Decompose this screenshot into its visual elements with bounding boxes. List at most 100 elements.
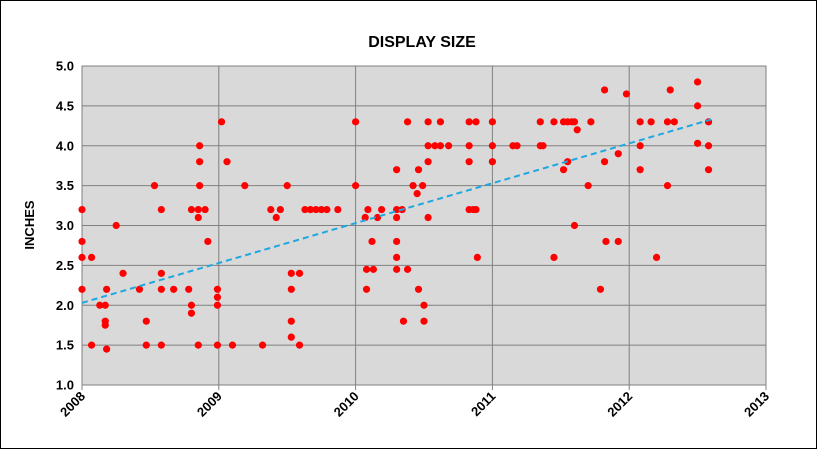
data-point [647,118,654,125]
y-tick-label: 2.5 [56,258,74,273]
data-point [363,266,370,273]
data-point [158,342,165,349]
data-point [664,182,671,189]
data-point [188,310,195,317]
data-point [78,286,85,293]
data-point [378,206,385,213]
data-point [88,342,95,349]
data-point [393,166,400,173]
y-tick-label: 5.0 [56,59,74,74]
data-point [601,158,608,165]
data-point [601,86,608,93]
data-point [694,102,701,109]
data-point [288,270,295,277]
data-point [273,214,280,221]
data-point [78,206,85,213]
data-point [202,206,209,213]
data-point [352,182,359,189]
data-point [185,286,192,293]
data-point [472,118,479,125]
data-point [241,182,248,189]
y-tick-label: 4.5 [56,98,74,113]
data-point [214,286,221,293]
data-point [204,238,211,245]
data-point [188,206,195,213]
data-point [78,238,85,245]
data-point [195,214,202,221]
data-point [288,334,295,341]
data-point [195,206,202,213]
data-point [393,266,400,273]
data-point [103,346,110,353]
data-point [574,126,581,133]
data-point [513,142,520,149]
data-point [560,166,567,173]
data-point [158,286,165,293]
data-point [119,270,126,277]
data-point [585,182,592,189]
data-point [489,158,496,165]
data-point [415,166,422,173]
data-point [550,254,557,261]
data-point [415,286,422,293]
data-point [218,118,225,125]
y-axis-label: INCHES [22,200,37,249]
data-point [466,142,473,149]
data-point [539,142,546,149]
data-point [288,318,295,325]
y-tick-label: 2.0 [56,298,74,313]
data-point [364,206,371,213]
data-point [296,270,303,277]
data-point [664,118,671,125]
data-point [637,166,644,173]
data-point [705,142,712,149]
data-point [102,302,109,309]
data-point [409,182,416,189]
data-point [667,86,674,93]
data-point [288,286,295,293]
data-point [393,238,400,245]
data-point [136,286,143,293]
data-point [671,118,678,125]
data-point [214,294,221,301]
data-point [602,238,609,245]
data-point [195,342,202,349]
data-point [196,158,203,165]
data-point [267,206,274,213]
data-point [296,342,303,349]
data-point [277,206,284,213]
y-tick-label: 1.0 [56,378,74,393]
data-point [370,266,377,273]
data-point [419,182,426,189]
data-point [637,142,644,149]
data-point [425,214,432,221]
data-point [615,238,622,245]
data-point [705,166,712,173]
data-point [425,158,432,165]
data-point [196,142,203,149]
data-point [489,142,496,149]
data-point [694,78,701,85]
data-point [143,318,150,325]
data-point [78,254,85,261]
y-tick-label: 3.0 [56,218,74,233]
data-point [425,142,432,149]
data-point [393,214,400,221]
data-point [615,150,622,157]
data-point [284,182,291,189]
data-point [393,254,400,261]
data-point [368,238,375,245]
data-point [597,286,604,293]
data-point [472,206,479,213]
y-axis-ticks: 1.0 1.5 2.0 2.5 3.0 3.5 4.0 4.5 5.0 [56,59,74,393]
y-tick-label: 1.5 [56,338,74,353]
data-point [474,254,481,261]
data-point [259,342,266,349]
data-point [571,118,578,125]
data-point [466,158,473,165]
data-point [694,140,701,147]
data-point [113,222,120,229]
data-point [420,302,427,309]
data-point [151,182,158,189]
